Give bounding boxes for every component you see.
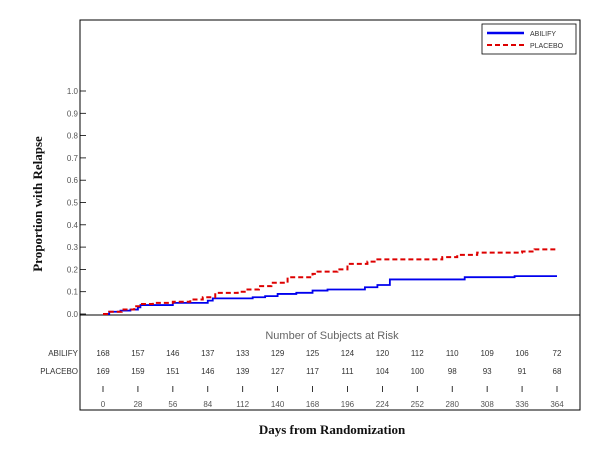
y-axis-title: Proportion with Relapse <box>30 136 45 272</box>
risk-row-label: PLACEBO <box>40 367 78 376</box>
y-tick-label: 0.6 <box>67 176 79 185</box>
risk-count: 129 <box>271 349 285 358</box>
x-tick-label: 84 <box>203 400 212 409</box>
risk-count: 72 <box>553 349 562 358</box>
x-tick-label: 280 <box>446 400 460 409</box>
y-tick-label: 1.0 <box>67 87 79 96</box>
risk-count: 151 <box>166 367 180 376</box>
risk-count: 133 <box>236 349 250 358</box>
x-tick-label: 112 <box>236 400 249 409</box>
risk-table-title: Number of Subjects at Risk <box>265 330 399 342</box>
risk-count: 124 <box>341 349 355 358</box>
risk-count: 109 <box>480 349 494 358</box>
y-tick-label: 0.8 <box>67 132 79 141</box>
risk-table: ABILIFY 168 157 146 137 133 129 125 124 120 112 110… <box>40 349 562 376</box>
x-tick-label: 140 <box>271 400 285 409</box>
risk-count: 111 <box>341 367 354 376</box>
x-tick-label: 28 <box>133 400 142 409</box>
x-tick-label: 224 <box>376 400 390 409</box>
risk-count: 91 <box>518 367 527 376</box>
risk-count: 117 <box>306 367 319 376</box>
y-tick-label: 0.5 <box>67 199 79 208</box>
risk-count: 157 <box>131 349 145 358</box>
x-tick-label: 56 <box>168 400 177 409</box>
plot-frame <box>79 19 581 411</box>
risk-count: 112 <box>411 349 424 358</box>
legend: ABILIFY PLACEBO <box>481 23 577 55</box>
risk-count: 139 <box>236 367 250 376</box>
y-tick-label: 0.7 <box>67 154 79 163</box>
x-tick-label: 196 <box>341 400 355 409</box>
y-tick-label: 0.0 <box>67 310 79 319</box>
risk-count: 106 <box>515 349 529 358</box>
x-tick-label: 0 <box>101 400 106 409</box>
x-tick-label: 336 <box>515 400 529 409</box>
x-tick-label: 308 <box>480 400 494 409</box>
legend-box <box>481 23 577 55</box>
risk-count: 146 <box>201 367 215 376</box>
y-tick-label: 0.1 <box>67 288 79 297</box>
legend-label-placebo: PLACEBO <box>530 43 564 50</box>
risk-count: 68 <box>553 367 562 376</box>
legend-label-abilify: ABILIFY <box>530 31 556 38</box>
risk-count: 169 <box>96 367 110 376</box>
risk-count: 93 <box>483 367 492 376</box>
x-tick-label: 364 <box>550 400 564 409</box>
risk-count: 120 <box>376 349 390 358</box>
y-tick-label: 0.9 <box>67 109 79 118</box>
risk-count: 159 <box>131 367 145 376</box>
risk-count: 137 <box>201 349 215 358</box>
risk-count: 100 <box>411 367 425 376</box>
risk-count: 125 <box>306 349 320 358</box>
series-line-placebo <box>103 248 557 315</box>
y-tick-label: 0.4 <box>67 221 79 230</box>
series-line-abilify <box>103 275 557 315</box>
x-axis-ticks: 0 28 56 84 112 140 168 196 224 252 280 308 336 364 <box>101 386 564 409</box>
risk-count: 98 <box>448 367 457 376</box>
x-tick-label: 168 <box>306 400 320 409</box>
risk-row-label: ABILIFY <box>48 349 78 358</box>
survival-curves <box>103 248 557 315</box>
x-axis-title: Days from Randomization <box>259 422 406 437</box>
y-axis-ticks: 0.0 0.1 0.2 0.3 0.4 0.5 0.6 0.7 0.8 0.9 1.0 <box>67 87 86 319</box>
y-tick-label: 0.3 <box>67 243 79 252</box>
y-tick-label: 0.2 <box>67 265 79 274</box>
x-tick-label: 252 <box>411 400 425 409</box>
risk-count: 127 <box>271 367 285 376</box>
risk-count: 168 <box>96 349 110 358</box>
risk-count: 104 <box>376 367 390 376</box>
risk-count: 146 <box>166 349 180 358</box>
risk-count: 110 <box>446 349 459 358</box>
